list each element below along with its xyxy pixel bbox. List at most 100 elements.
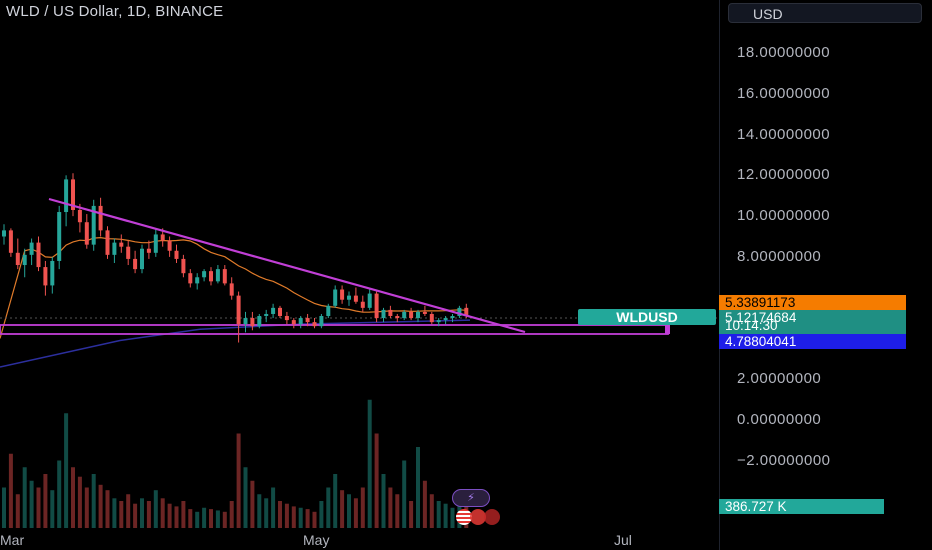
volume-bar <box>409 501 414 528</box>
support-zone-box <box>0 324 669 335</box>
flag-badge-3 <box>484 509 500 525</box>
volume-bar <box>133 503 138 528</box>
volume-bar <box>57 460 62 528</box>
candle-body <box>374 293 379 319</box>
candle-body <box>305 318 310 323</box>
volume-bar <box>140 498 144 528</box>
volume-bar <box>36 487 41 528</box>
axis-separator <box>719 0 720 550</box>
time-label-jul: Jul <box>614 532 632 548</box>
candle-body <box>429 313 434 323</box>
candle-body <box>91 205 96 245</box>
volume-bar <box>298 507 303 528</box>
candle-body <box>188 273 193 284</box>
candle-body <box>298 318 303 325</box>
candle-body <box>271 307 276 314</box>
volume-tag: 386.727 K <box>719 499 884 514</box>
volume-bar <box>50 490 55 528</box>
candle-body <box>50 260 55 286</box>
volume-bar <box>443 503 448 528</box>
countdown-tag: 10:14:30 <box>719 319 906 334</box>
descending-trendline <box>48 197 526 334</box>
candle-body <box>250 318 255 327</box>
candle-body <box>243 318 248 325</box>
volume-bar <box>333 474 338 528</box>
volume-bar <box>105 490 110 528</box>
volume-bar <box>22 467 27 528</box>
price-label: 0.00000000 <box>737 411 822 428</box>
volume-bar <box>340 490 345 528</box>
candle-body <box>257 316 262 327</box>
countdown-text: 10:14:30 <box>725 318 778 333</box>
price-label: 16.00000000 <box>737 84 831 102</box>
volume-bar <box>174 506 179 528</box>
volume-bar <box>91 474 96 528</box>
candle-body <box>43 267 48 286</box>
lightning-icon[interactable]: ⚡ <box>452 489 490 507</box>
candle-body <box>450 316 455 319</box>
volume-bar <box>119 501 124 528</box>
price-label: −2.00000000 <box>737 451 831 469</box>
price-label: 14.00000000 <box>737 125 831 143</box>
candle-body <box>229 283 234 296</box>
candle-body <box>36 242 41 268</box>
candle-body <box>284 316 289 321</box>
volume-bar <box>202 507 207 528</box>
blue-ma-line <box>0 319 471 368</box>
candle-body <box>236 295 241 325</box>
volume-bar <box>450 507 455 528</box>
candle-body <box>119 242 124 247</box>
volume-bar <box>243 467 248 528</box>
candle-body <box>340 289 345 300</box>
flag-badge <box>456 509 472 525</box>
candle-body <box>319 316 324 327</box>
candle-body <box>264 313 269 317</box>
candle-body <box>29 242 34 255</box>
volume-bar <box>153 490 158 528</box>
volume-bar <box>284 503 289 528</box>
volume-bar <box>43 474 48 528</box>
volume-bar <box>429 494 434 528</box>
last-price-tag: 5.12174684 <box>719 310 906 325</box>
flag-badge-2 <box>470 509 486 525</box>
candle-body <box>174 250 179 259</box>
candle-body <box>388 309 393 317</box>
volume-bar <box>209 509 213 528</box>
volume-bar <box>436 501 441 528</box>
volume-bar <box>195 511 200 528</box>
volume-bar <box>222 511 227 528</box>
candle-body <box>202 271 207 278</box>
price-label: 18.00000000 <box>737 43 831 61</box>
candle-body <box>326 305 331 317</box>
candle-body <box>381 309 386 319</box>
volume-bar <box>353 498 358 528</box>
candle-body <box>360 301 365 308</box>
candle-body <box>140 248 144 270</box>
volume-bar <box>167 503 172 528</box>
volume-bar <box>29 480 34 528</box>
us-flag-icon[interactable] <box>456 509 522 525</box>
volume-bar <box>422 480 427 528</box>
volume-bar <box>229 501 234 528</box>
candle-body <box>98 205 103 231</box>
candle-body <box>367 293 372 308</box>
price-label: 12.00000000 <box>737 166 831 184</box>
currency-selector[interactable]: USD <box>728 3 922 23</box>
volume-bar <box>126 494 131 528</box>
support-zone <box>0 324 670 335</box>
symbol-tag: WLDUSD <box>578 309 716 325</box>
candle-body <box>416 311 420 319</box>
candle-body <box>2 230 6 237</box>
volume-bar <box>2 487 6 528</box>
volume-bar <box>416 447 420 528</box>
candle-body <box>153 234 158 253</box>
candle-body <box>126 246 131 259</box>
volume-bar <box>388 487 393 528</box>
time-label-mar: Mar <box>0 532 25 548</box>
price-label: 2.00000000 <box>737 370 822 388</box>
volume-bar <box>160 498 165 528</box>
volume-bar <box>312 511 317 528</box>
candle-body <box>133 258 138 270</box>
volume-bar <box>305 509 310 528</box>
